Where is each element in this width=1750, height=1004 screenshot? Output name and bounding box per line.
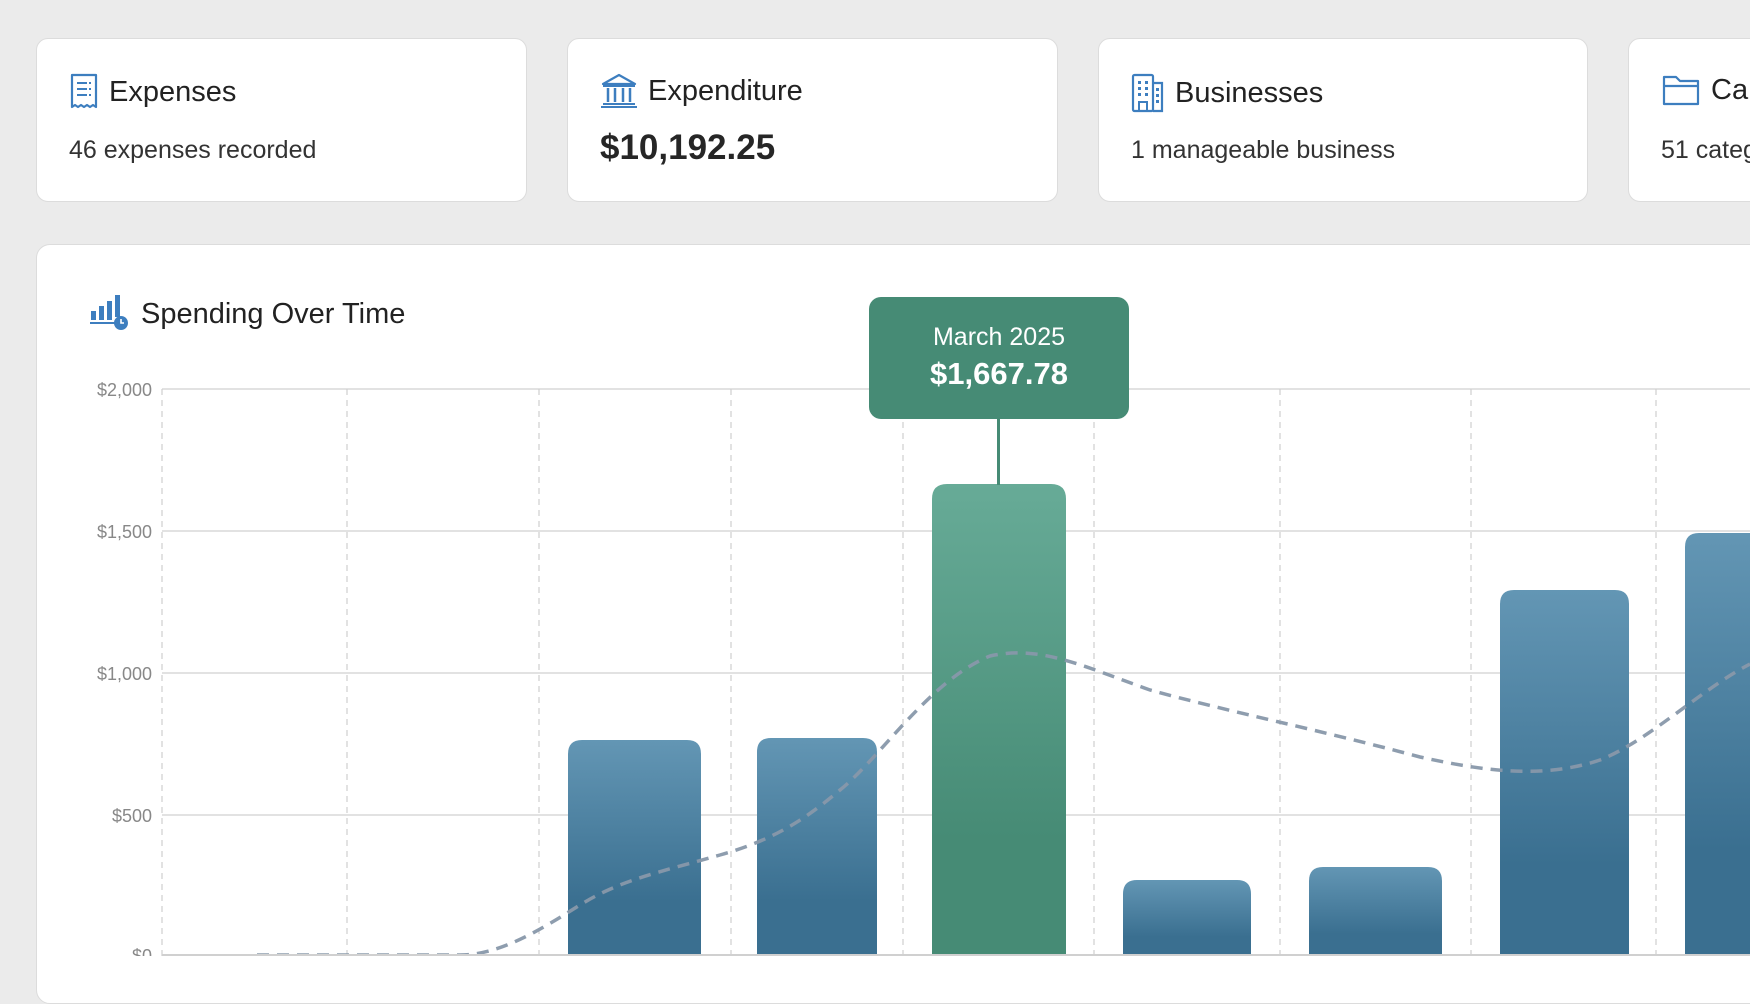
businesses-card[interactable]: Businesses 1 manageable business [1098,38,1588,202]
bar[interactable] [1309,867,1442,956]
bar-highlighted[interactable] [932,484,1066,956]
building-icon [1131,73,1165,113]
receipt-icon [69,73,99,111]
panel-title: Spending Over Time [141,298,406,330]
bar[interactable] [568,740,701,956]
trend-line [257,651,1750,956]
categories-card[interactable]: Ca 51 categ [1628,38,1750,202]
tooltip-value: $1,667.78 [930,356,1068,391]
card-title: Expenditure [648,74,803,107]
bar[interactable] [1123,880,1251,956]
y-axis-labels: $2,000 $1,500 $1,000 $500 $0 [97,380,152,956]
y-tick-label: $500 [112,806,152,826]
tooltip-stem [997,419,1000,485]
card-title: Ca [1711,73,1749,106]
chart-tooltip: March 2025 $1,667.78 [869,297,1129,419]
card-title: Businesses [1175,76,1324,109]
tooltip-label: March 2025 [932,323,1066,351]
folder-icon [1661,73,1701,107]
card-subtitle: 51 categ [1661,136,1750,164]
card-title: Expenses [109,75,237,108]
expenditure-card[interactable]: Expenditure $10,192.25 [567,38,1058,202]
bank-icon [600,73,638,109]
y-tick-label: $1,000 [97,664,152,684]
expenditure-value: $10,192.25 [600,128,776,167]
chart-clock-icon [89,293,129,336]
bar[interactable] [1685,533,1750,956]
bars [568,484,1750,956]
card-subtitle: 46 expenses recorded [69,136,317,164]
bar[interactable] [757,738,877,956]
bar[interactable] [1500,590,1629,956]
expenses-card[interactable]: Expenses 46 expenses recorded [36,38,527,202]
y-tick-label: $2,000 [97,380,152,400]
y-tick-label: $0 [132,946,152,956]
y-tick-label: $1,500 [97,522,152,542]
spending-chart: $2,000 $1,500 $1,000 $500 $0 [97,380,1750,956]
card-subtitle: 1 manageable business [1131,136,1396,164]
